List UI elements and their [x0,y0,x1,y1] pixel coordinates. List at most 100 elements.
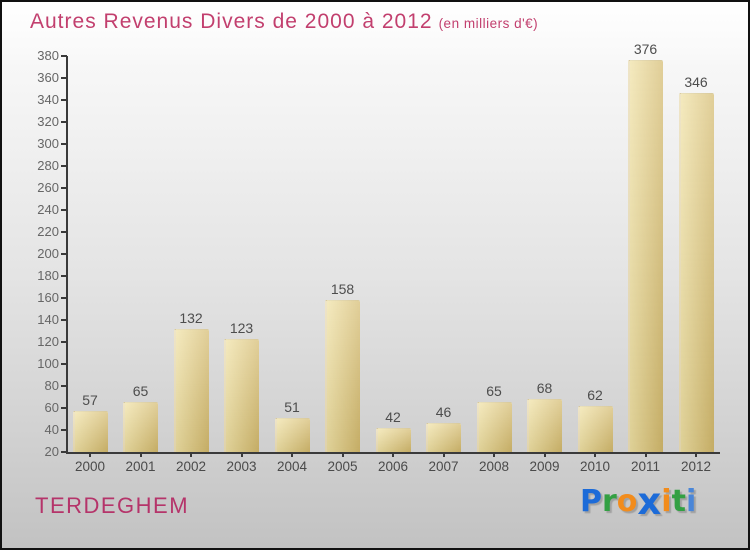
bar-2009 [527,399,562,452]
chart-subtitle: (en milliers d'€) [438,16,539,31]
bar-2008 [476,402,512,452]
logo-letter-i: i [661,484,672,519]
y-axis-tick-label: 80 [44,378,59,393]
y-axis-tick-label: 20 [44,444,59,459]
x-axis-tick [291,452,293,457]
bar-2003 [224,339,259,452]
y-axis-tick [61,385,67,387]
y-axis-tick [61,429,67,431]
x-axis-tick [190,452,192,457]
bar-2007 [426,423,461,452]
y-axis-tick [61,341,67,343]
bar-2011 [628,60,663,452]
logo-letter-x: x [637,480,662,523]
bar-2010 [577,406,613,452]
y-axis-tick-label: 360 [37,70,59,85]
bar-2012 [678,93,714,452]
proxiti-logo: Proxiti [580,483,697,520]
x-axis-tick [493,452,495,457]
x-axis-label-2005: 2005 [327,459,358,474]
bar-value-2009: 68 [536,380,553,396]
y-axis-tick [61,407,67,409]
y-axis-tick [61,253,67,255]
x-axis-label-2003: 2003 [226,459,257,474]
y-axis-tick [61,55,67,57]
bar-2005 [325,300,360,452]
y-axis-tick [61,187,67,189]
y-axis-line [66,56,68,454]
logo-letter-t: t [671,484,686,519]
y-axis-tick [61,297,67,299]
y-axis-tick [61,99,67,101]
y-axis-tick-label: 300 [37,136,59,151]
bar-2006 [375,428,411,452]
bar-value-2010: 62 [587,387,603,403]
bar-value-2005: 158 [330,281,355,297]
x-axis-label-2012: 2012 [680,459,712,474]
y-axis-tick-label: 340 [37,92,59,107]
y-axis-tick-label: 220 [37,224,59,239]
bar-2000 [72,411,108,452]
y-axis-tick-label: 140 [37,312,59,327]
logo-letter-r: r [602,484,617,519]
y-axis-tick [61,451,67,453]
y-axis-tick-label: 200 [37,246,59,261]
x-axis-label-2009: 2009 [529,459,560,474]
y-axis-tick [61,209,67,211]
x-axis-tick [341,452,344,457]
y-axis-tick [61,319,67,321]
logo-letter-P: P [580,484,602,519]
y-axis-tick [61,77,67,79]
y-axis-tick-label: 120 [37,334,59,349]
y-axis-tick-label: 40 [44,422,59,437]
y-axis-tick [61,275,67,277]
y-axis-tick [61,121,67,123]
bar-2002 [173,329,209,452]
logo-letter-o: o [616,484,638,519]
y-axis-tick-label: 240 [37,202,59,217]
y-axis-tick-label: 100 [37,356,59,371]
commune-name: TERDEGHEM [35,493,190,518]
chart-header: Autres Revenus Divers de 2000 à 2012 (en … [30,10,538,34]
bar-value-2007: 46 [435,404,452,420]
y-axis-tick [61,143,67,145]
logo-letter-i: i [685,484,697,519]
x-axis-tick [644,452,647,457]
bar-value-2011: 376 [633,41,658,57]
x-axis-label-2004: 2004 [276,459,308,474]
x-axis-label-2011: 2011 [630,459,661,474]
x-axis-tick [594,452,596,457]
x-axis-label-2006: 2006 [377,459,409,474]
x-axis-tick [89,452,91,457]
y-axis-tick-label: 60 [44,400,59,415]
x-axis-label-2002: 2002 [175,459,207,474]
bar-2004 [274,418,310,452]
y-axis-tick [61,231,67,233]
x-axis-label-2001: 2001 [125,459,156,474]
x-axis-tick [139,452,142,457]
x-axis-label-2010: 2010 [579,459,611,474]
x-axis-label-2000: 2000 [74,459,106,474]
x-axis-tick [392,452,394,457]
y-axis-tick-label: 380 [37,48,59,63]
y-axis-tick-label: 160 [37,290,59,305]
x-axis-tick [240,452,243,457]
x-axis-label-2007: 2007 [428,459,459,474]
bar-value-2003: 123 [229,320,254,336]
x-axis-tick [543,452,546,457]
y-axis-tick [61,363,67,365]
bar-value-2000: 57 [82,392,98,408]
y-axis-tick-label: 180 [37,268,59,283]
y-axis-tick-label: 320 [37,114,59,129]
y-axis-tick-label: 280 [37,158,59,173]
x-axis-tick [695,452,697,457]
bar-value-2006: 42 [385,409,401,425]
bar-2001 [123,402,158,452]
bar-value-2012: 346 [684,74,708,90]
bar-value-2002: 132 [179,310,203,326]
y-axis-tick-label: 260 [37,180,59,195]
y-axis-tick [61,165,67,167]
bar-value-2001: 65 [132,383,149,399]
